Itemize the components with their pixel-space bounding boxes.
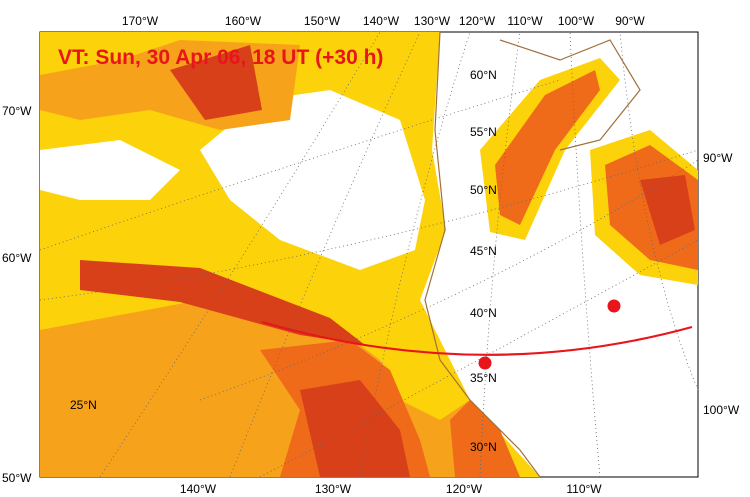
latitude-label: 35°N xyxy=(470,371,497,385)
graticule xyxy=(39,31,699,478)
latitude-label: 60°N xyxy=(470,68,497,82)
bottom-label: 110°W xyxy=(566,482,602,496)
orange-field xyxy=(450,400,520,477)
dark-orange-field xyxy=(300,380,410,477)
top-label: 120°W xyxy=(459,14,496,28)
top-label: 140°W xyxy=(363,14,400,28)
latitude-label: 50°N xyxy=(470,183,497,197)
dark-orange-field xyxy=(640,175,695,245)
top-label: 170°W xyxy=(122,14,159,28)
graticule xyxy=(199,159,699,478)
top-label: 90°W xyxy=(615,14,645,28)
left-label: 50°W xyxy=(2,471,32,485)
track-line xyxy=(261,320,693,356)
latitude-label: 40°N xyxy=(470,306,497,320)
top-label: 110°W xyxy=(507,14,543,28)
right-label: 90°W xyxy=(703,151,733,165)
left-label: 70°W xyxy=(2,104,32,118)
bottom-label: 140°W xyxy=(180,482,217,496)
clear-area xyxy=(40,140,180,200)
position-marker xyxy=(607,299,621,313)
latitude-label: 30°N xyxy=(470,440,497,454)
right-label: 100°W xyxy=(703,403,740,417)
top-label: 160°W xyxy=(225,14,262,28)
dark-orange-band xyxy=(80,260,365,345)
map-frame xyxy=(39,31,699,478)
title: VT: Sun, 30 Apr 06, 18 UT (+30 h) xyxy=(58,46,383,69)
clear-area xyxy=(200,90,425,270)
top-label: 130°W xyxy=(414,14,451,28)
bottom-label: 120°W xyxy=(446,482,483,496)
latitude-label: 25°N xyxy=(70,398,97,412)
latitude-label: 55°N xyxy=(470,125,497,139)
coastline xyxy=(499,39,641,151)
top-label: 150°W xyxy=(304,14,341,28)
position-marker xyxy=(478,356,492,370)
left-label: 60°W xyxy=(2,251,32,265)
coastline xyxy=(424,31,541,478)
top-label: 100°W xyxy=(558,14,595,28)
dark-orange-field xyxy=(170,45,262,120)
orange-field xyxy=(495,70,600,225)
latitude-label: 45°N xyxy=(470,244,497,258)
bottom-label: 130°W xyxy=(315,482,352,496)
